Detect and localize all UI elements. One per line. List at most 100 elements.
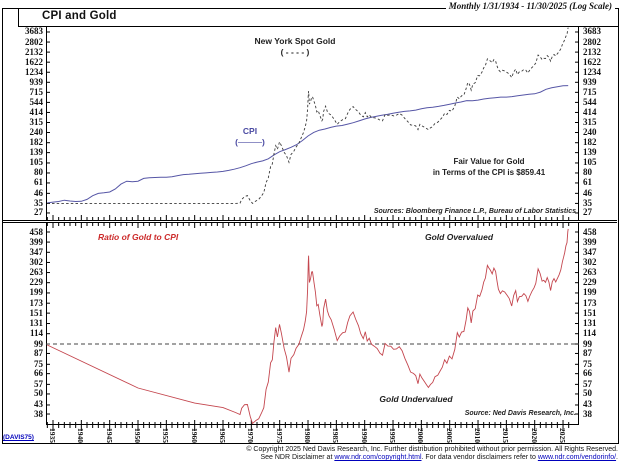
y-tick-label: 2132: [583, 46, 601, 57]
y-tick-label: 80: [34, 167, 43, 178]
fair-value-line2: in Terms of the CPI is $859.41: [432, 168, 546, 177]
y-tick-label: 263: [29, 267, 44, 278]
x-tick-label: 2025: [558, 428, 568, 443]
panel-divider: [2, 220, 617, 223]
y-tick-label: 544: [29, 96, 44, 107]
y-tick-label: 99: [583, 338, 592, 349]
x-tick-label: 2005: [444, 428, 454, 443]
y-tick-label: 66: [583, 368, 592, 379]
y-tick-label: 99: [34, 338, 43, 349]
fair-value-annotation: Fair Value for Gold in Terms of the CPI …: [398, 156, 580, 178]
chart-subtitle: Monthly 1/31/1934 - 11/30/2025 (Log Scal…: [445, 1, 615, 11]
vendor-url-link[interactable]: www.ndr.com/vendorinfo/: [537, 454, 617, 461]
gold-cpi-ratio-line: [47, 228, 569, 425]
y-tick-label: 75: [583, 358, 592, 369]
y-tick-label: 46: [583, 187, 592, 198]
copyright-line: © Copyright 2025 Ned Davis Research, Inc…: [246, 446, 618, 453]
y-tick-label: 43: [583, 399, 592, 410]
gold-line: [47, 27, 569, 205]
y-tick-label: 151: [583, 307, 597, 318]
x-tick-label: 1970: [246, 428, 256, 443]
gold-overvalued-annotation: Gold Overvalued: [424, 232, 494, 242]
header-divider-vertical: [18, 8, 19, 26]
x-tick-label: 2010: [473, 428, 483, 443]
y-tick-label: 3683: [583, 26, 601, 37]
y-tick-label: 35: [583, 197, 592, 208]
y-tick-label: 66: [34, 368, 43, 379]
y-tick-label: 1622: [583, 56, 601, 67]
y-tick-label: 75: [34, 358, 43, 369]
x-tick-label: 1980: [303, 428, 312, 443]
y-tick-label: 43: [34, 399, 43, 410]
chart-outer-border: [2, 8, 619, 444]
copyright-url-link[interactable]: www.ndr.com/copyright.html: [334, 454, 422, 461]
y-tick-label: 3683: [25, 26, 43, 37]
y-tick-label: 139: [583, 147, 597, 158]
gold-undervalued-annotation: Gold Undervalued: [379, 394, 453, 404]
disclaimer-line: See NDR Disclaimer at www.ndr.com/copyri…: [8, 454, 618, 462]
y-tick-label: 131: [583, 318, 597, 329]
y-tick-label: 1234: [25, 66, 43, 77]
y-tick-label: 131: [29, 318, 44, 329]
y-tick-label: 302: [583, 256, 597, 267]
chart-id-link[interactable]: (DAVIS75): [3, 434, 34, 441]
x-tick-label: 2015: [501, 428, 511, 443]
x-tick-label: 1955: [161, 428, 171, 443]
x-tick-label: 1965: [218, 428, 227, 443]
disclaimer-suffix: .: [616, 454, 618, 461]
gold-series-label: New York Spot Gold: [254, 36, 336, 46]
y-tick-label: 105: [29, 157, 44, 168]
y-tick-label: 114: [583, 328, 597, 339]
y-tick-label: 414: [583, 106, 597, 117]
y-tick-label: 715: [583, 86, 597, 97]
x-tick-label: 2020: [529, 428, 539, 443]
y-tick-label: 199: [583, 287, 597, 298]
ratio-series-label: Ratio of Gold to CPI: [98, 232, 179, 242]
y-tick-label: 182: [29, 137, 44, 148]
fair-value-line1: Fair Value for Gold: [453, 157, 525, 166]
y-tick-label: 302: [29, 256, 44, 267]
y-tick-label: 2802: [583, 36, 601, 47]
gold-series-legend: New York Spot Gold ( - - - - ): [228, 36, 362, 58]
y-tick-label: 347: [29, 246, 44, 257]
gold-series-marker: ( - - - - ): [280, 47, 310, 57]
y-tick-label: 2802: [25, 36, 43, 47]
cpi-series-marker: (────): [235, 137, 265, 147]
x-tick-label: 1985: [331, 428, 341, 443]
y-tick-label: 173: [583, 297, 597, 308]
y-tick-label: 939: [29, 76, 44, 87]
x-tick-label: 1945: [104, 428, 114, 443]
y-tick-label: 315: [583, 117, 597, 127]
y-tick-label: 27: [34, 207, 43, 218]
x-tick-label: 1940: [76, 428, 86, 443]
y-tick-label: 939: [583, 76, 597, 87]
y-tick-label: 35: [34, 197, 43, 208]
y-tick-label: 57: [34, 378, 43, 389]
y-tick-label: 173: [29, 297, 44, 308]
y-tick-label: 263: [583, 267, 597, 278]
y-tick-label: 414: [29, 106, 44, 117]
top-panel-sources: Sources: Bloomberg Finance L.P., Bureau …: [373, 208, 576, 215]
y-tick-label: 199: [29, 287, 44, 298]
y-tick-label: 105: [583, 157, 597, 168]
y-tick-label: 458: [29, 226, 44, 237]
x-tick-label: 1975: [274, 428, 284, 443]
bottom-panel-source: Source: Ned Davis Research, Inc.: [464, 410, 576, 417]
chart-title: CPI and Gold: [42, 10, 117, 22]
y-tick-label: 347: [583, 246, 597, 257]
y-tick-label: 315: [29, 117, 44, 127]
y-tick-label: 139: [29, 147, 44, 158]
y-tick-label: 399: [583, 236, 597, 247]
y-tick-label: 399: [29, 236, 44, 247]
cpi-series-legend: CPI (────): [222, 126, 278, 148]
y-tick-label: 151: [29, 307, 44, 318]
x-tick-label: 1935: [47, 428, 57, 443]
y-tick-label: 61: [34, 177, 43, 188]
y-tick-label: 229: [583, 277, 597, 288]
y-tick-label: 27: [583, 207, 592, 218]
y-tick-label: 229: [29, 277, 44, 288]
y-tick-label: 80: [583, 167, 592, 178]
y-tick-label: 50: [34, 388, 43, 399]
y-tick-label: 114: [29, 328, 43, 339]
